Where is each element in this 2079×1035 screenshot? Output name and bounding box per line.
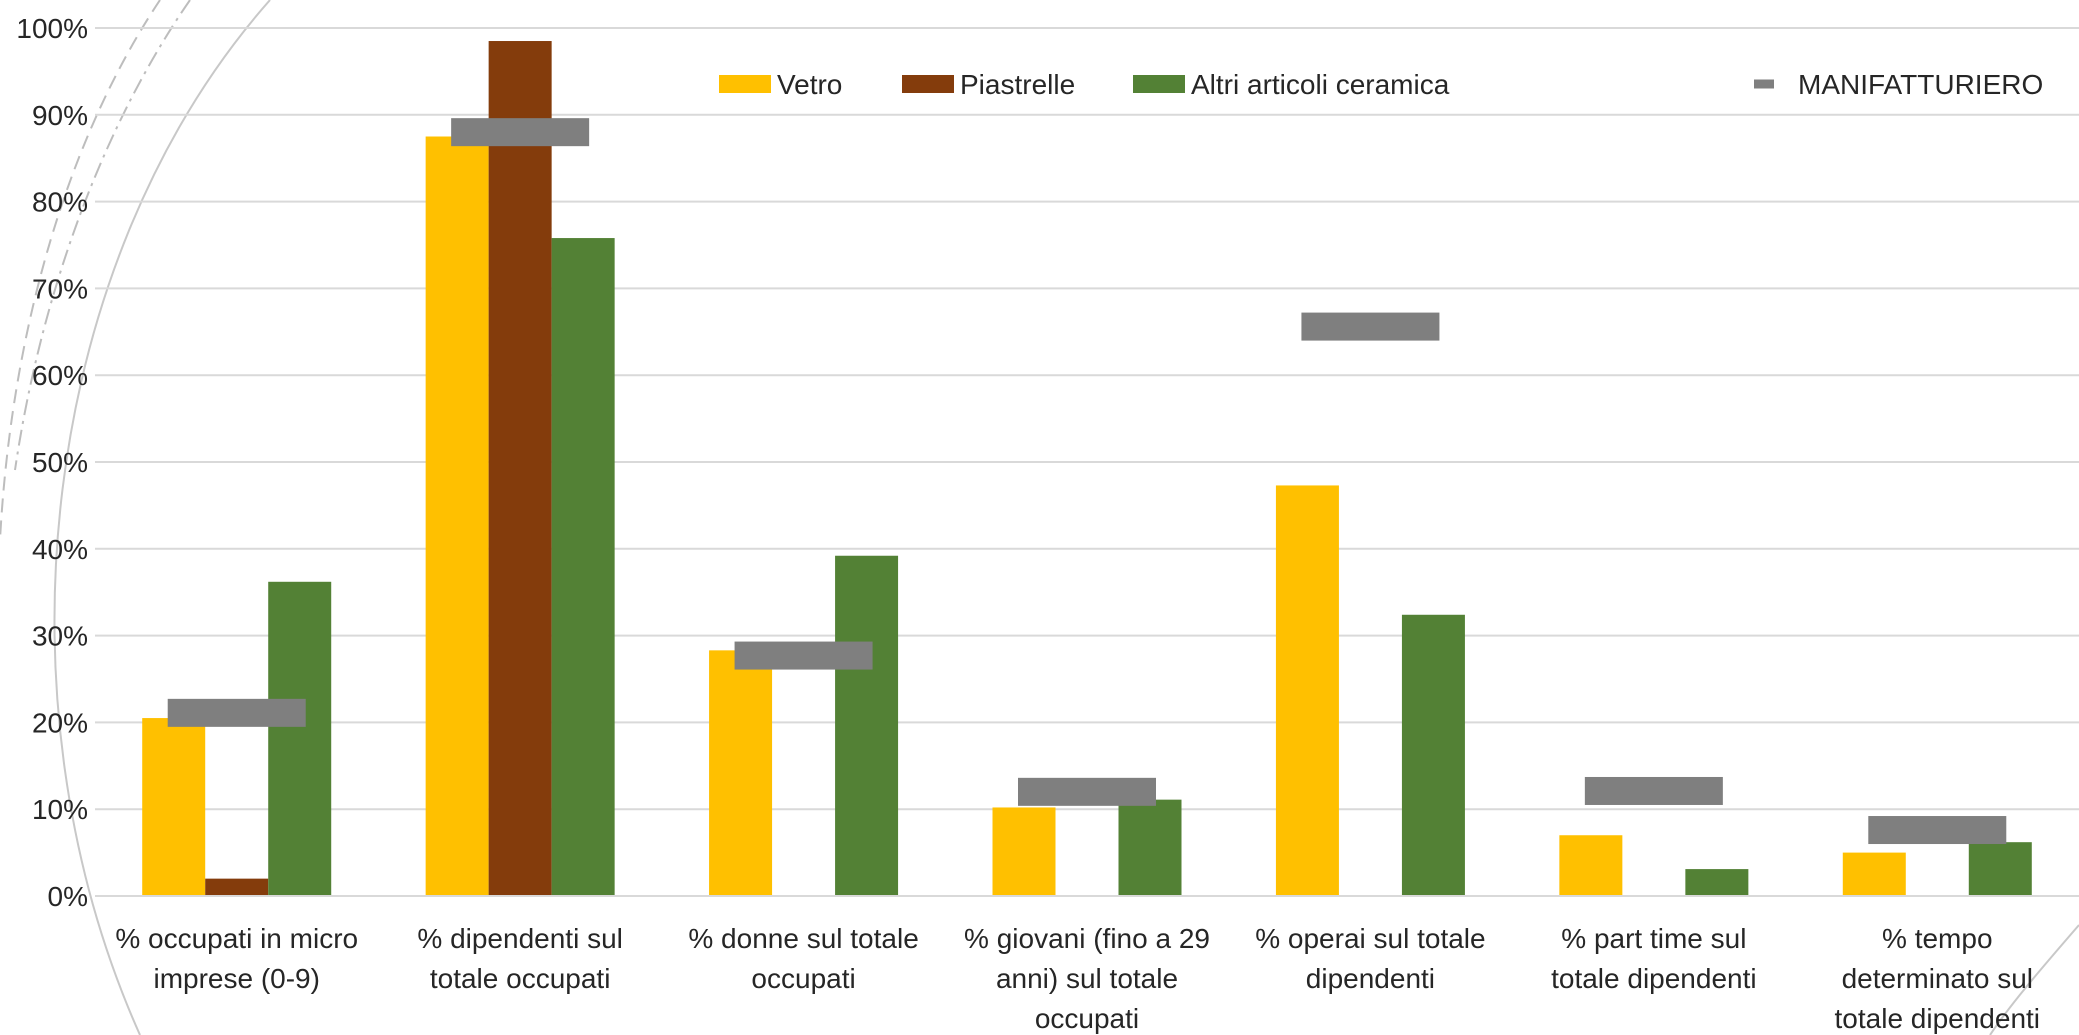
bar-vetro <box>1275 485 1339 896</box>
bar-altri-articoli-ceramica <box>1968 842 2032 896</box>
x-category-label: % donne sul totale occupati <box>688 923 918 994</box>
bars <box>142 41 2032 896</box>
y-tick-label: 30% <box>32 621 88 652</box>
decorative-arc <box>1989 924 2079 1035</box>
decorative-arc <box>14 0 191 471</box>
bar-vetro <box>425 136 489 896</box>
x-category-label: % tempo determinato sul totale dipendenti <box>1835 923 2041 1034</box>
legend-swatch <box>719 75 771 93</box>
decorative-arc <box>0 0 161 541</box>
legend: Vetro Piastrelle Altri articoli ceramica MA… <box>719 69 2043 100</box>
bar-piastrelle <box>205 878 269 896</box>
benchmark-marker <box>167 698 306 727</box>
y-axis-ticks: 0% 10% 20% 30% 40% 50% 60% 70% 80% 90% 100% <box>16 13 88 912</box>
legend-label: MANIFATTURIERO <box>1798 69 2043 100</box>
legend-swatch <box>1133 75 1185 93</box>
benchmark-marker <box>1584 776 1723 805</box>
bar-altri-articoli-ceramica <box>1118 799 1182 896</box>
legend-label: Piastrelle <box>960 69 1075 100</box>
y-tick-label: 70% <box>32 273 88 304</box>
gridlines <box>95 27 2079 811</box>
bar-vetro <box>992 807 1056 896</box>
bar-altri-articoli-ceramica <box>551 238 615 896</box>
bar-vetro <box>142 718 206 896</box>
benchmark-markers <box>167 118 2007 845</box>
legend-label: Vetro <box>777 69 842 100</box>
bar-altri-articoli-ceramica <box>268 581 332 896</box>
y-tick-label: 90% <box>32 100 88 131</box>
bar-altri-articoli-ceramica <box>1685 869 1749 896</box>
decorative-arc <box>53 0 271 1035</box>
benchmark-marker <box>1868 816 2007 845</box>
y-tick-label: 80% <box>32 187 88 218</box>
y-tick-label: 20% <box>32 707 88 738</box>
y-tick-label: 100% <box>16 13 88 44</box>
y-tick-label: 40% <box>32 534 88 565</box>
bar-vetro <box>1842 852 1906 896</box>
legend-swatch <box>1754 79 1774 89</box>
y-tick-label: 60% <box>32 360 88 391</box>
x-category-label: % occupati in micro imprese (0-9) <box>115 923 358 994</box>
y-tick-label: 50% <box>32 447 88 478</box>
benchmark-marker <box>1018 777 1156 806</box>
bar-piastrelle <box>488 41 552 896</box>
x-category-label: % dipendenti sul totale occupati <box>417 923 622 994</box>
benchmark-marker <box>734 641 873 670</box>
legend-label: Altri articoli ceramica <box>1191 69 1450 100</box>
x-axis-category-labels: % occupati in micro imprese (0-9) % dipend… <box>115 923 2040 1034</box>
bar-altri-articoli-ceramica <box>1401 614 1465 896</box>
x-category-label: % giovani (fino a 29 anni) sul totale occu… <box>964 923 1210 1034</box>
bar-vetro <box>1559 835 1623 896</box>
bar-altri-articoli-ceramica <box>835 555 899 896</box>
bar-vetro <box>709 650 773 896</box>
x-category-label: % operai sul totale dipendenti <box>1255 923 1485 994</box>
y-tick-label: 0% <box>48 881 88 912</box>
x-category-label: % part time sul totale dipendenti <box>1551 923 1757 994</box>
legend-swatch <box>902 75 954 93</box>
y-tick-label: 10% <box>32 794 88 825</box>
benchmark-marker <box>1301 312 1440 341</box>
benchmark-marker <box>451 118 590 147</box>
